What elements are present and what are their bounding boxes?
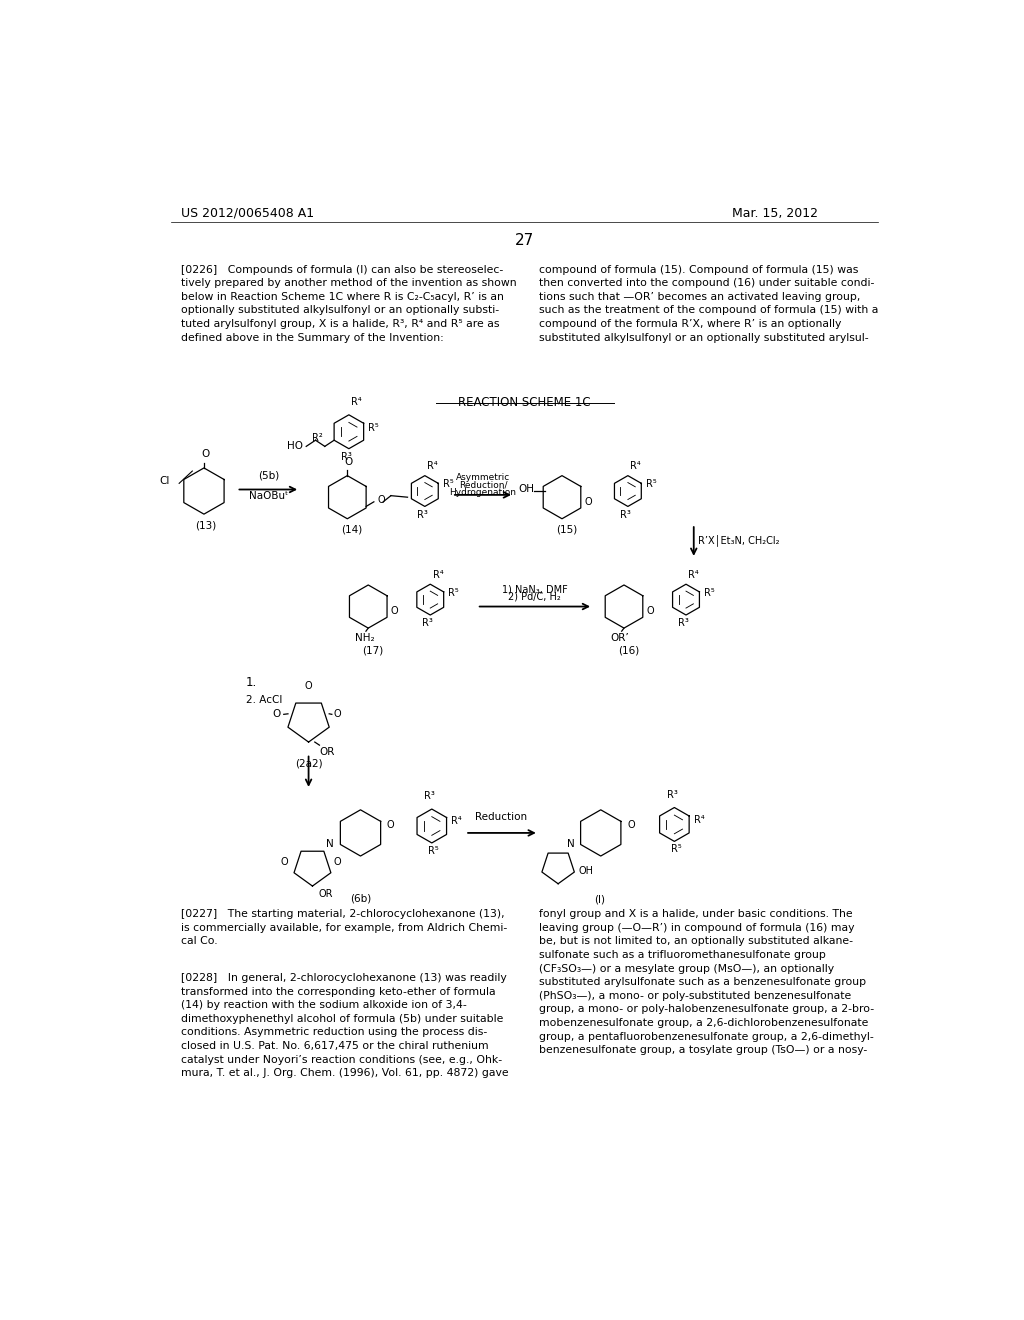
Text: REACTION SCHEME 1C: REACTION SCHEME 1C: [459, 396, 591, 409]
Text: R’X│Et₃N, CH₂Cl₂: R’X│Et₃N, CH₂Cl₂: [697, 535, 779, 546]
Text: R³: R³: [621, 510, 631, 520]
Text: fonyl group and X is a halide, under basic conditions. The
leaving group (—O—R’): fonyl group and X is a halide, under bas…: [539, 909, 873, 1055]
Text: R³: R³: [417, 510, 428, 520]
Text: R⁴: R⁴: [351, 397, 361, 407]
Text: O: O: [391, 606, 398, 616]
Text: (5b): (5b): [258, 470, 279, 480]
Text: O: O: [627, 820, 635, 830]
Text: (2a2): (2a2): [295, 759, 323, 770]
Text: N: N: [566, 838, 574, 849]
Text: 2) Pd/C, H₂: 2) Pd/C, H₂: [509, 591, 561, 602]
Text: R⁴: R⁴: [427, 462, 438, 471]
Text: OR’: OR’: [610, 632, 630, 643]
Text: R⁵: R⁵: [646, 479, 656, 490]
Text: (17): (17): [362, 645, 383, 655]
Text: O: O: [305, 681, 312, 692]
Text: O: O: [334, 709, 341, 719]
Text: N: N: [327, 838, 334, 849]
Text: 27: 27: [515, 234, 535, 248]
Text: R⁵: R⁵: [428, 846, 438, 855]
Text: Cl: Cl: [160, 477, 170, 486]
Text: OH: OH: [518, 484, 535, 495]
Text: O: O: [378, 495, 385, 506]
Text: R³: R³: [667, 789, 678, 800]
Text: US 2012/0065408 A1: US 2012/0065408 A1: [180, 207, 313, 220]
Text: R⁴: R⁴: [452, 816, 462, 826]
Text: OR: OR: [319, 747, 335, 756]
Text: [0227]   The starting material, 2-chlorocyclohexanone (13),
is commercially avai: [0227] The starting material, 2-chlorocy…: [180, 909, 507, 946]
Text: O: O: [281, 857, 289, 867]
Text: 2. AcCl: 2. AcCl: [246, 696, 283, 705]
Text: 1.: 1.: [246, 676, 257, 689]
Text: [0226]   Compounds of formula (I) can also be stereoselec-
tively prepared by an: [0226] Compounds of formula (I) can also…: [180, 264, 516, 343]
Text: R⁴: R⁴: [630, 462, 641, 471]
Text: O: O: [387, 820, 394, 830]
Text: R⁵: R⁵: [442, 479, 454, 490]
Text: R⁵: R⁵: [369, 422, 379, 433]
Text: O: O: [334, 857, 341, 867]
Text: (13): (13): [195, 520, 216, 531]
Text: compound of formula (15). Compound of formula (15) was
then converted into the c: compound of formula (15). Compound of fo…: [539, 264, 879, 343]
Text: O: O: [647, 606, 654, 616]
Text: R⁵: R⁵: [703, 587, 715, 598]
Text: OR: OR: [318, 890, 333, 899]
Text: R⁵: R⁵: [449, 587, 459, 598]
Text: (15): (15): [556, 525, 578, 535]
Text: OH: OH: [579, 866, 593, 876]
Text: Hydrogenation: Hydrogenation: [450, 488, 516, 498]
Text: R³: R³: [423, 618, 433, 628]
Text: O: O: [272, 709, 281, 719]
Text: O: O: [345, 457, 353, 467]
Text: Reduction: Reduction: [475, 812, 527, 822]
Text: Asymmetric: Asymmetric: [456, 473, 510, 482]
Text: R⁴: R⁴: [693, 814, 705, 825]
Text: R⁵: R⁵: [671, 845, 681, 854]
Text: O: O: [585, 496, 592, 507]
Text: Reduction/: Reduction/: [459, 480, 507, 490]
Text: R³: R³: [424, 792, 435, 801]
Text: [0228]   In general, 2-chlorocyclohexanone (13) was readily
transformed into the: [0228] In general, 2-chlorocyclohexanone…: [180, 973, 508, 1078]
Text: (6b): (6b): [349, 894, 371, 904]
Text: (I): (I): [595, 895, 605, 904]
Text: R⁴: R⁴: [432, 570, 443, 579]
Text: NaOBuᵗ: NaOBuᵗ: [249, 491, 288, 502]
Text: Mar. 15, 2012: Mar. 15, 2012: [732, 207, 818, 220]
Text: R²: R²: [311, 433, 323, 444]
Text: R³: R³: [341, 451, 352, 462]
Text: O: O: [202, 450, 210, 459]
Text: R³: R³: [678, 618, 689, 628]
Text: NH₂: NH₂: [354, 632, 374, 643]
Text: 1) NaN₃, DMF: 1) NaN₃, DMF: [502, 585, 567, 594]
Text: HO: HO: [287, 441, 302, 451]
Text: (16): (16): [617, 645, 639, 655]
Text: (14): (14): [341, 525, 362, 535]
Text: R⁴: R⁴: [688, 570, 699, 579]
